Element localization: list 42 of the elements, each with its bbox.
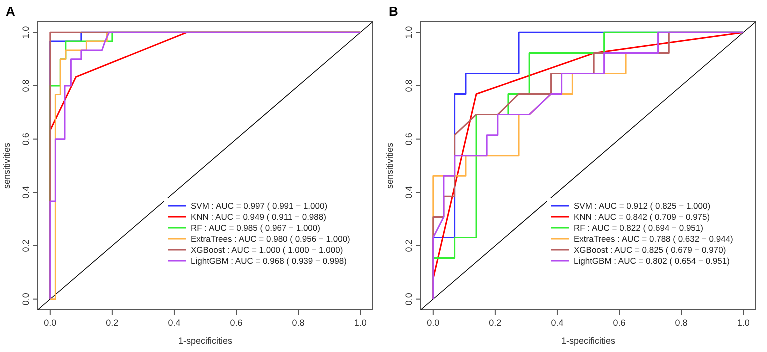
legend-label: KNN : AUC = 0.949 ( 0.911 − 0.988)	[191, 212, 327, 222]
x-tick-label: 0.0	[44, 318, 57, 328]
legend-label: SVM : AUC = 0.997 ( 0.991 − 1.000)	[191, 201, 328, 211]
y-tick-label: 0.4	[21, 186, 31, 199]
legend-label: XGBoost : AUC = 1.000 ( 1.000 − 1.000)	[191, 245, 344, 255]
y-tick-label: 0.8	[404, 80, 414, 92]
x-tick-label: 0.2	[106, 318, 119, 328]
x-tick-label: 0.2	[489, 318, 502, 328]
legend-label: ExtraTrees : AUC = 0.980 ( 0.956 − 1.000)	[191, 234, 351, 244]
legend-label: RF : AUC = 0.822 ( 0.694 − 0.951)	[574, 223, 704, 233]
legend-label: KNN : AUC = 0.842 ( 0.709 − 0.975)	[574, 212, 710, 222]
x-tick-label: 1.0	[354, 318, 367, 328]
x-tick-label: 1.0	[737, 318, 750, 328]
y-tick-label: 0.8	[21, 80, 31, 92]
legend-label: LightGBM : AUC = 0.802 ( 0.654 − 0.951)	[574, 256, 730, 266]
y-axis-title: sensitivities	[2, 142, 12, 190]
legend-label: XGBoost : AUC = 0.825 ( 0.679 − 0.970)	[574, 245, 726, 255]
y-tick-label: 0.0	[404, 293, 414, 306]
y-tick-label: 0.4	[404, 186, 414, 199]
x-tick-label: 0.8	[292, 318, 305, 328]
legend-label: SVM : AUC = 0.912 ( 0.825 − 1.000)	[574, 201, 711, 211]
x-tick-label: 0.4	[551, 318, 564, 328]
y-tick-label: 1.0	[404, 26, 414, 39]
x-tick-label: 0.4	[168, 318, 181, 328]
legend-label: ExtraTrees : AUC = 0.788 ( 0.632 − 0.944)	[574, 234, 734, 244]
legend-label: RF : AUC = 0.985 ( 0.967 − 1.000)	[191, 223, 321, 233]
x-tick-label: 0.0	[427, 318, 440, 328]
y-tick-label: 1.0	[21, 26, 31, 39]
y-tick-label: 0.6	[21, 133, 31, 146]
y-tick-label: 0.0	[21, 293, 31, 306]
chart-title: A	[6, 4, 16, 19]
legend-label: LightGBM : AUC = 0.968 ( 0.939 − 0.998)	[191, 256, 348, 266]
x-axis-title: 1-specificities	[561, 336, 616, 346]
y-tick-label: 0.6	[404, 133, 414, 146]
x-tick-label: 0.6	[230, 318, 243, 328]
x-tick-label: 0.8	[675, 318, 688, 328]
chart-title: B	[389, 4, 398, 19]
x-tick-label: 0.6	[613, 318, 626, 328]
y-tick-label: 0.2	[404, 240, 414, 252]
y-axis-title: sensitivities	[385, 142, 395, 190]
y-tick-label: 0.2	[21, 240, 31, 252]
x-axis-title: 1-specificities	[178, 336, 233, 346]
